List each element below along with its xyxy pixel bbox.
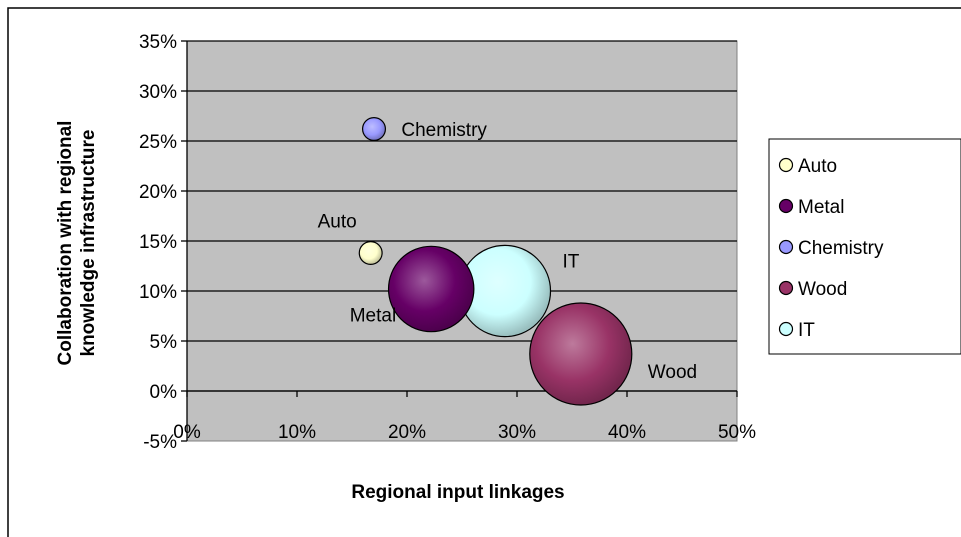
y-tick-labels: 35% 30% 25% 20% 15% 10% 5% 0% -5%: [139, 32, 177, 453]
data-label-it: IT: [563, 251, 580, 272]
y-tick-label: -5%: [143, 432, 177, 453]
legend-label-metal: Metal: [798, 197, 844, 218]
data-label-chemistry: Chemistry: [401, 120, 487, 141]
bubble-auto: [358, 240, 383, 266]
y-tick-label: 5%: [150, 332, 178, 353]
data-label-metal: Metal: [350, 306, 396, 327]
legend-marker-metal: [778, 198, 794, 214]
x-tick-label: 20%: [388, 422, 426, 443]
legend-label-auto: Auto: [798, 156, 837, 177]
data-labels: Wood IT Metal Auto Chemistry: [318, 120, 697, 383]
legend: Auto Metal Chemistry Wood IT: [768, 138, 961, 355]
x-tick-label: 30%: [498, 422, 536, 443]
legend-marker-auto: [778, 157, 794, 173]
bubble-chemistry: [361, 116, 387, 142]
x-axis-title: Regional input linkages: [351, 482, 564, 503]
y-tick-label: 35%: [139, 32, 177, 53]
chart-frame: [7, 7, 961, 537]
legend-label-wood: Wood: [798, 279, 847, 300]
axes: [186, 41, 738, 441]
y-tick-label: 0%: [150, 382, 178, 403]
y-tick-label: 15%: [139, 232, 177, 253]
x-tick-label: 50%: [718, 422, 756, 443]
legend-box: [768, 138, 961, 355]
bubbles: [358, 116, 633, 406]
y-axis-title-line2: knowledge infrastructure: [78, 130, 99, 357]
y-tick-label: 30%: [139, 82, 177, 103]
legend-label-it: IT: [798, 320, 815, 341]
legend-label-chemistry: Chemistry: [798, 238, 884, 259]
legend-marker-chemistry: [778, 239, 794, 255]
bubble-wood: [529, 302, 633, 406]
y-axis-title-line1: Collaboration with regional: [55, 121, 76, 366]
x-tick-label: 10%: [278, 422, 316, 443]
data-label-auto: Auto: [318, 212, 357, 233]
x-tick-label: 0%: [173, 422, 201, 443]
y-tick-label: 25%: [139, 132, 177, 153]
x-tick-label: 40%: [608, 422, 646, 443]
legend-marker-wood: [778, 280, 794, 296]
bubble-metal: [387, 245, 475, 333]
y-tick-label: 20%: [139, 182, 177, 203]
y-tick-label: 10%: [139, 282, 177, 303]
x-tick-labels: 0% 10% 20% 30% 40% 50%: [173, 422, 756, 443]
data-label-wood: Wood: [648, 362, 697, 383]
legend-marker-it: [778, 321, 794, 337]
